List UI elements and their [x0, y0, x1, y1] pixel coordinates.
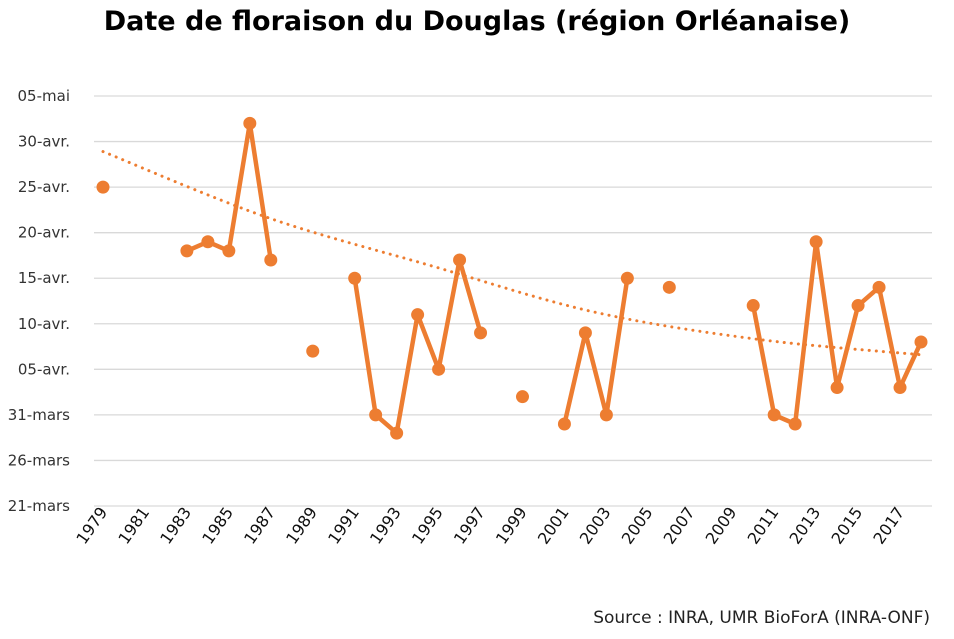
- data-point: [515, 390, 529, 404]
- y-axis-tick-labels: 21-mars 26-mars 31-mars 05-avr. 10-avr. 15-av…: [8, 87, 70, 515]
- data-point: [432, 362, 446, 376]
- data-point: [662, 280, 676, 294]
- data-point: [453, 253, 467, 267]
- data-point: [578, 326, 592, 340]
- x-tick-label: 1985: [198, 503, 237, 547]
- series-line: [186, 121, 274, 261]
- data-point: [851, 299, 865, 313]
- data-point: [348, 271, 362, 285]
- x-tick-label: 2005: [618, 503, 657, 547]
- y-tick-label: 05-mai: [18, 87, 70, 105]
- x-tick-label: 1981: [114, 503, 153, 547]
- data-point: [264, 253, 278, 267]
- x-tick-label: 1989: [282, 503, 321, 547]
- data-point: [599, 408, 613, 422]
- data-point: [474, 326, 488, 340]
- x-tick-label: 1995: [408, 503, 447, 547]
- series-line: [352, 257, 483, 436]
- x-tick-label: 1979: [72, 503, 111, 547]
- data-point: [620, 271, 634, 285]
- data-point: [767, 408, 781, 422]
- x-tick-label: 2009: [702, 503, 741, 547]
- series-line: [562, 277, 630, 425]
- data-point: [180, 244, 194, 258]
- x-tick-label: 2001: [534, 503, 573, 547]
- data-point: [306, 344, 320, 358]
- data-point: [390, 426, 404, 440]
- y-tick-label: 31-mars: [8, 406, 70, 424]
- x-tick-label: 2017: [869, 503, 908, 547]
- data-point: [893, 381, 907, 395]
- x-tick-label: 1993: [366, 503, 405, 547]
- y-tick-label: 20-avr.: [18, 224, 70, 242]
- data-point: [809, 235, 823, 249]
- x-tick-label: 1997: [450, 503, 489, 547]
- y-tick-label: 26-mars: [8, 451, 70, 469]
- x-tick-label: 2013: [785, 503, 824, 547]
- x-tick-label: 2015: [827, 503, 866, 547]
- x-axis-tick-labels: 1979 1981 1983 1985 1987 1989 1991 1993 1995 1997…: [72, 503, 908, 547]
- data-point: [914, 335, 928, 349]
- y-tick-label: 21-mars: [8, 497, 70, 515]
- x-tick-label: 1991: [324, 503, 363, 547]
- trendline-path: [101, 150, 923, 357]
- chart-title: Date de floraison du Douglas (région Orl…: [103, 6, 851, 37]
- data-point: [243, 116, 257, 130]
- series: [96, 116, 928, 440]
- trendline: [101, 150, 923, 357]
- data-point: [222, 244, 236, 258]
- data-point: [201, 235, 215, 249]
- y-tick-label: 25-avr.: [18, 178, 70, 196]
- data-point: [411, 308, 425, 322]
- y-tick-label: 30-avr.: [18, 133, 70, 151]
- data-point: [96, 180, 110, 194]
- data-point: [746, 299, 760, 313]
- x-tick-label: 1983: [156, 503, 195, 547]
- gridlines: [94, 95, 932, 507]
- y-tick-label: 05-avr.: [18, 360, 70, 378]
- data-point: [788, 417, 802, 431]
- data-point: [557, 417, 571, 431]
- data-point: [872, 280, 886, 294]
- x-tick-label: 2003: [576, 503, 615, 547]
- series-line: [750, 239, 924, 427]
- source-note: Source : INRA, UMR BioForA (INRA-ONF): [593, 608, 930, 628]
- data-point: [369, 408, 383, 422]
- data-point: [830, 381, 844, 395]
- x-tick-label: 1987: [240, 503, 279, 547]
- x-tick-label: 1999: [492, 503, 531, 547]
- x-tick-label: 2011: [744, 503, 783, 547]
- x-tick-label: 2007: [660, 503, 699, 547]
- y-tick-label: 10-avr.: [18, 315, 70, 333]
- y-tick-label: 15-avr.: [18, 269, 70, 287]
